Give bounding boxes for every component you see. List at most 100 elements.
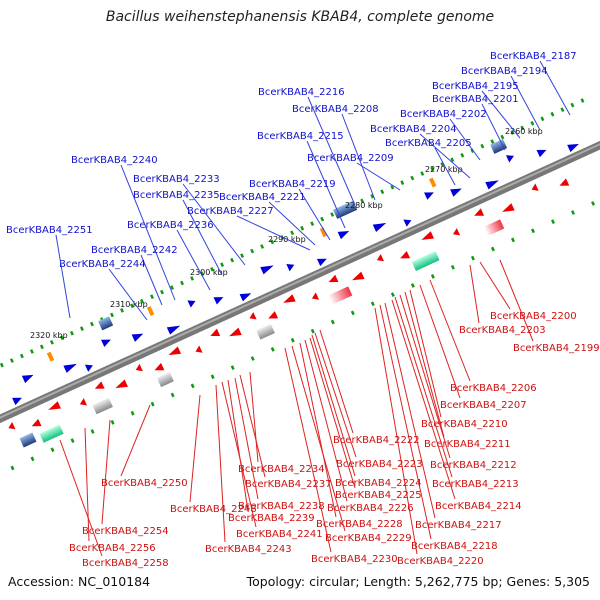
gene-label: BcerKBAB4_2240: [71, 155, 158, 166]
label-leader-line: [120, 164, 176, 301]
gene-label: BcerKBAB4_2230: [311, 554, 398, 565]
gene-label: BcerKBAB4_2219: [249, 179, 336, 190]
scale-tick: [0, 362, 4, 368]
scale-tick: [220, 262, 225, 268]
label-leader-line: [306, 140, 346, 229]
scale-tick: [510, 237, 515, 243]
label-leader-line: [304, 339, 348, 502]
label-leader-line: [298, 188, 331, 241]
gene-label: BcerKBAB4_2235: [133, 190, 220, 201]
scale-tick: [540, 116, 545, 122]
reverse-gene-arrow: [94, 381, 105, 389]
track-block: [92, 397, 113, 415]
scale-tick: [560, 107, 565, 113]
label-leader-line: [176, 229, 211, 291]
forward-gene-arrow: [213, 297, 224, 305]
label-leader-line: [140, 254, 163, 306]
label-leader-line: [182, 183, 246, 266]
label-leader-line: [55, 234, 71, 319]
gene-label: BcerKBAB4_2215: [257, 131, 344, 142]
reverse-gene-arrow: [168, 346, 182, 356]
label-leader-line: [309, 337, 356, 489]
gene-label: BcerKBAB4_2228: [316, 519, 403, 530]
gene-label: BcerKBAB4_2224: [335, 478, 422, 489]
scale-tick: [260, 244, 265, 249]
scale-tick: [290, 230, 295, 236]
track-block: [256, 323, 275, 340]
reverse-gene-arrow: [268, 311, 279, 319]
forward-gene-arrow: [505, 155, 514, 163]
scale-tick: [571, 210, 575, 215]
rna-feature: [429, 177, 437, 188]
gene-label: BcerKBAB4_2238: [238, 501, 325, 512]
reverse-gene-arrow: [452, 228, 461, 236]
scale-tick: [130, 410, 135, 416]
gene-label: BcerKBAB4_2218: [411, 541, 498, 552]
scale-tick: [390, 292, 395, 297]
scale-tick: [190, 276, 195, 281]
label-leader-line: [236, 215, 311, 251]
label-leader-line: [189, 394, 201, 503]
reverse-gene-arrow: [502, 203, 515, 212]
scale-tick: [59, 335, 64, 341]
scale-tick: [170, 285, 175, 290]
label-leader-line: [419, 133, 471, 179]
scale-label: 2300 kbp: [190, 268, 228, 277]
scale-tick: [460, 152, 465, 158]
label-leader-line: [84, 427, 90, 542]
gene-label: BcerKBAB4_2222: [333, 435, 420, 446]
scale-tick: [50, 447, 55, 453]
reverse-gene-arrow: [79, 398, 88, 406]
gene-label: BcerKBAB4_2207: [440, 400, 527, 411]
gene-label: BcerKBAB4_2242: [91, 245, 178, 256]
label-leader-line: [429, 279, 471, 382]
gene-features: [8, 138, 579, 448]
forward-gene-arrow: [372, 222, 387, 232]
gene-label: BcerKBAB4_2250: [101, 478, 188, 489]
reverse-gene-arrow: [351, 271, 365, 281]
label-leader-line: [215, 384, 226, 543]
scale-tick: [330, 212, 335, 217]
label-leader-line: [108, 268, 148, 321]
scale-tick: [390, 184, 395, 190]
rna-feature: [146, 306, 155, 316]
scale-tick: [130, 303, 134, 309]
scale-tick: [270, 347, 275, 352]
scale-tick: [591, 201, 596, 206]
scale-tick: [310, 328, 315, 334]
scale-label: 2320 kbp: [30, 331, 68, 340]
forward-gene-arrow: [187, 300, 196, 308]
genome-title: Bacillus weihenstephanensis KBAB4, compl…: [105, 9, 495, 25]
scale-tick: [290, 337, 295, 343]
forward-gene-arrow: [424, 192, 434, 200]
label-leader-line: [227, 379, 249, 512]
reverse-gene-arrow: [8, 421, 16, 430]
gene-label: BcerKBAB4_2187: [490, 51, 577, 62]
label-leader-line: [221, 381, 257, 528]
scale-tick: [380, 189, 385, 195]
reverse-gene-arrow: [195, 345, 203, 353]
reverse-gene-arrow: [135, 363, 143, 372]
genome-summary: Topology: circular; Length: 5,262,775 bp…: [246, 574, 590, 589]
gene-label: BcerKBAB4_2221: [219, 192, 306, 203]
forward-gene-arrow: [166, 325, 181, 335]
gene-label: BcerKBAB4_2199: [513, 343, 600, 354]
scale-label: 2310 kbp: [110, 300, 148, 309]
gene-label: BcerKBAB4_2258: [82, 558, 169, 569]
forward-gene-arrow: [21, 374, 34, 384]
gene-label: BcerKBAB4_2210: [421, 419, 508, 430]
scale-tick: [89, 321, 94, 327]
gene-label: BcerKBAB4_2227: [187, 206, 274, 217]
label-leader-line: [481, 103, 506, 151]
reverse-gene-arrow: [559, 178, 570, 186]
scale-tick: [110, 420, 115, 425]
label-leader-line: [374, 307, 418, 555]
scale-tick: [29, 349, 34, 354]
scale-tick: [510, 130, 515, 135]
scale-tick: [550, 111, 555, 117]
label-leader-line: [539, 60, 571, 116]
scale-tick: [230, 365, 235, 370]
scale-tick: [150, 294, 154, 300]
scale-tick: [470, 148, 475, 154]
gene-label: BcerKBAB4_2244: [59, 259, 146, 270]
